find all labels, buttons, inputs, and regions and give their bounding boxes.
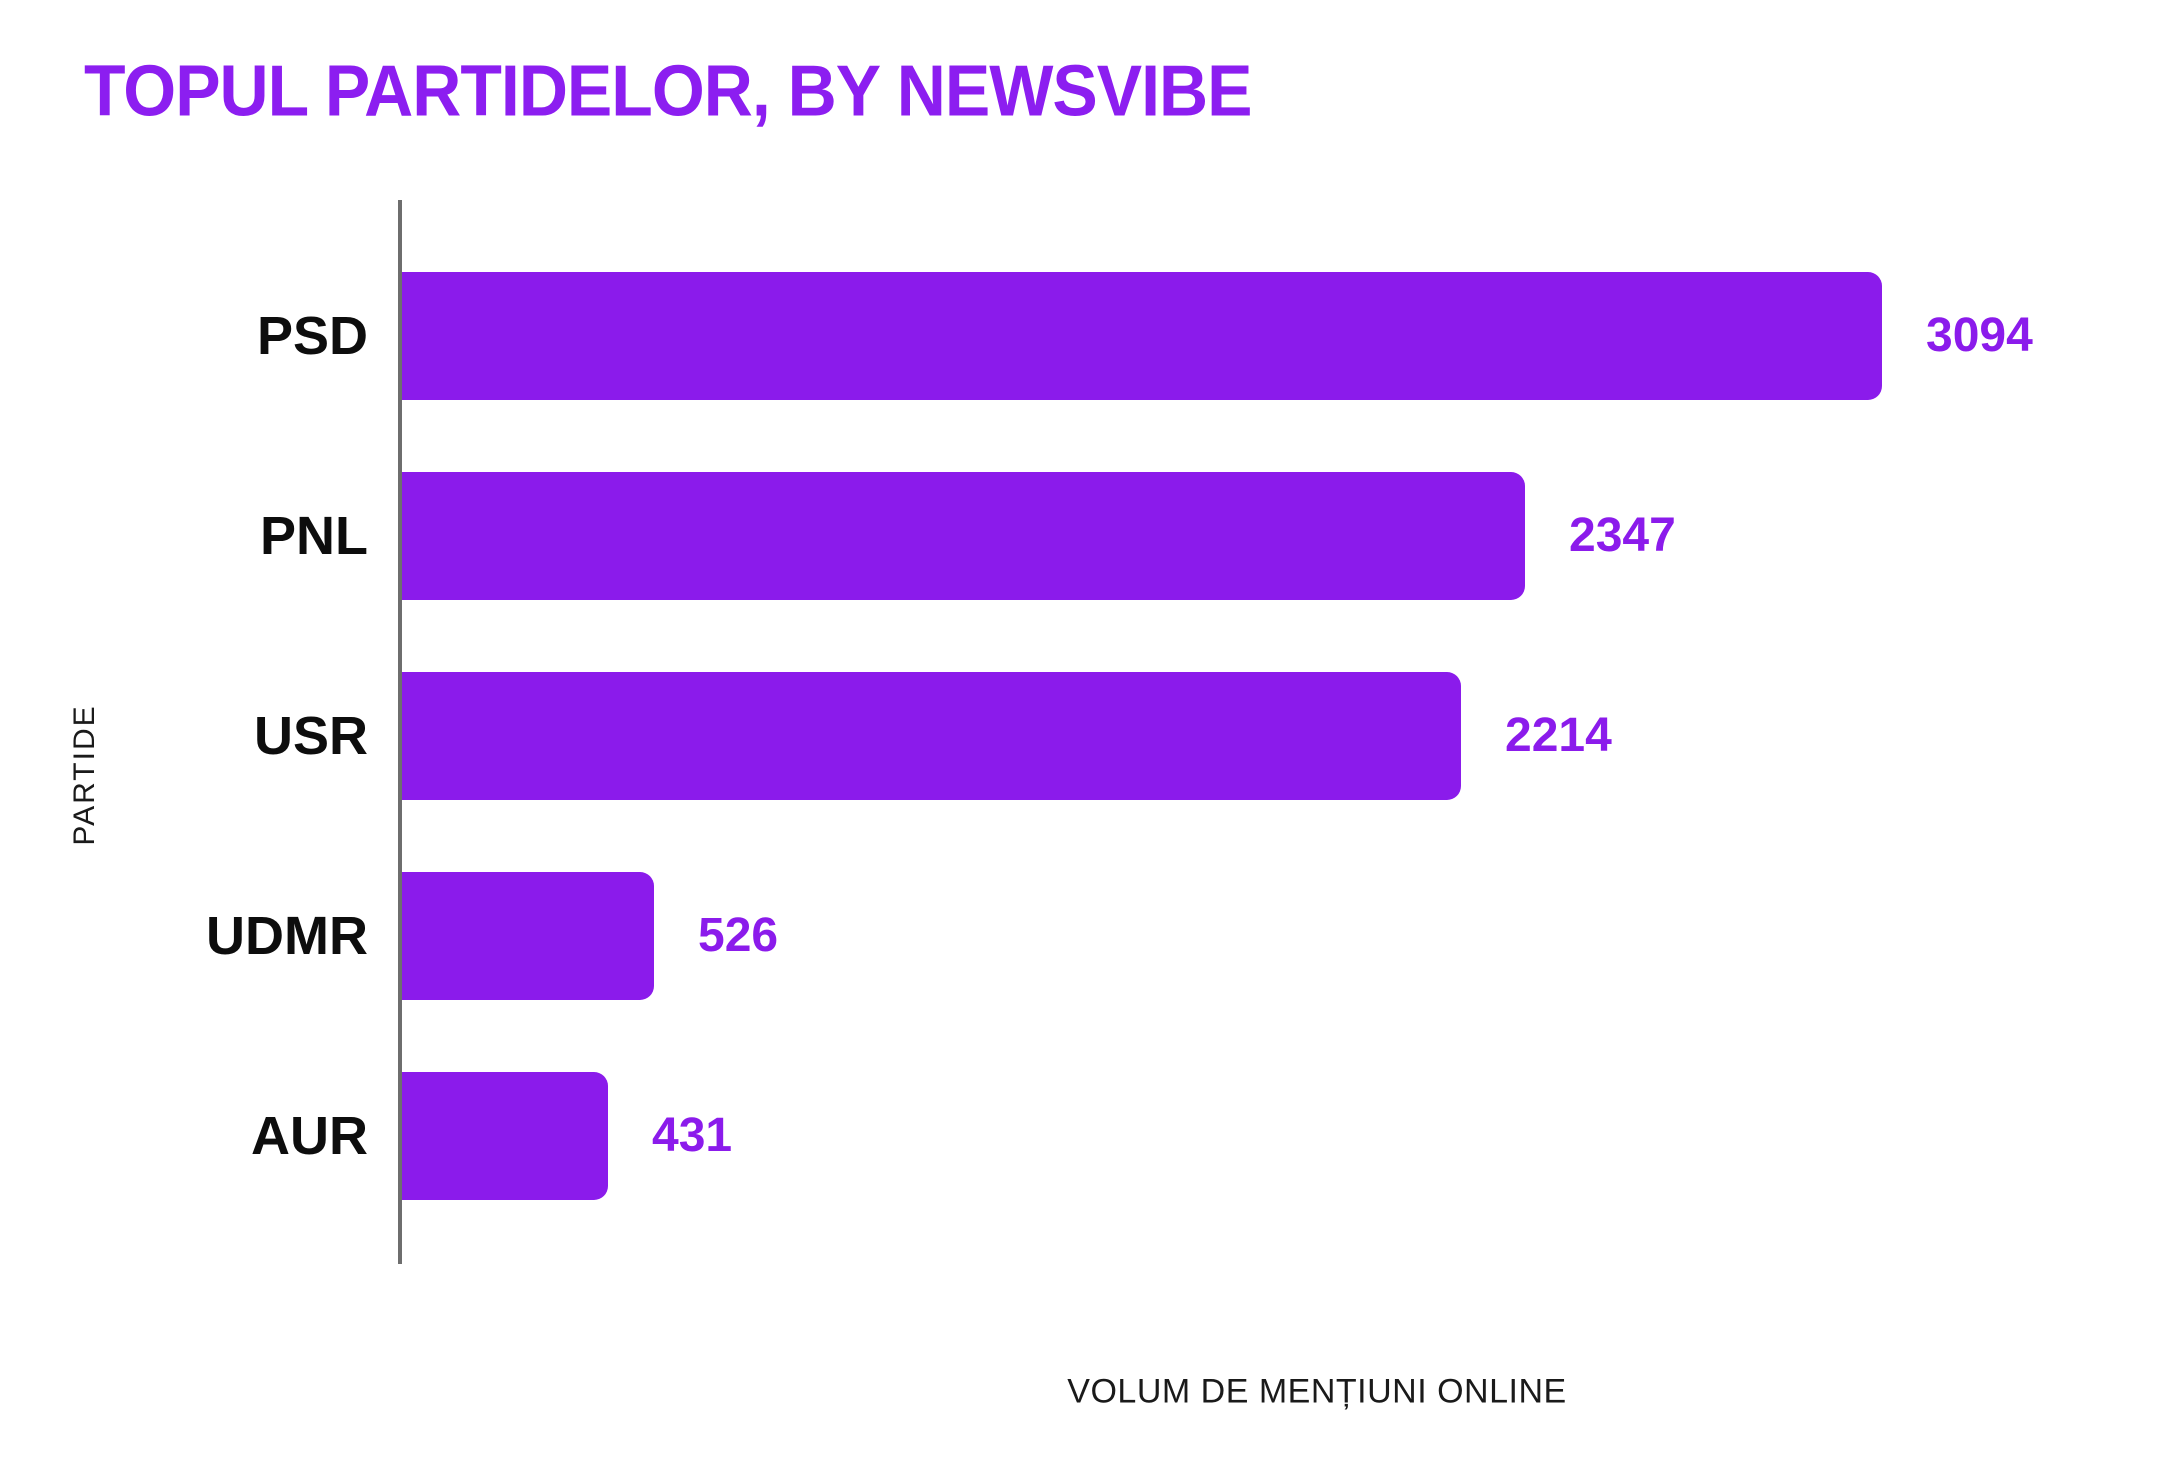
category-label: UDMR (206, 906, 368, 966)
bar (402, 272, 1882, 400)
value-label: 3094 (1926, 309, 2033, 362)
category-label: AUR (251, 1106, 368, 1166)
bar-row: PNL 2347 (0, 472, 2182, 600)
bar (402, 872, 654, 1000)
value-label: 2347 (1569, 509, 1676, 562)
bar (402, 1072, 608, 1200)
bar-row: AUR 431 (0, 1072, 2182, 1200)
bar (402, 472, 1525, 600)
value-label: 2214 (1505, 709, 1612, 762)
bar-row: UDMR 526 (0, 872, 2182, 1000)
y-axis-title: PARTIDE (68, 704, 101, 846)
value-label: 431 (652, 1109, 733, 1162)
chart-title: TOPUL PARTIDELOR, BY NEWSVIBE (84, 51, 1252, 132)
x-axis-title: VOLUM DE MENȚIUNI ONLINE (1067, 1372, 1567, 1411)
y-axis-line (398, 200, 402, 1264)
value-label: 526 (698, 909, 779, 962)
category-label: USR (253, 706, 368, 766)
bar-row: USR 2214 (0, 672, 2182, 800)
category-label: PSD (256, 306, 368, 366)
category-label: PNL (260, 506, 368, 566)
bar (402, 672, 1461, 800)
bar-row: PSD 3094 (0, 272, 2182, 400)
